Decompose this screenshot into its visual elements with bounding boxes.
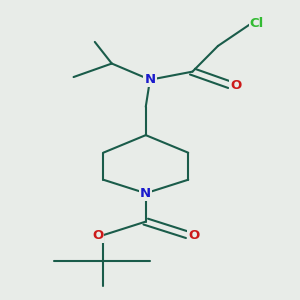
Text: N: N [144,73,156,86]
Text: Cl: Cl [250,16,264,29]
Text: O: O [188,229,200,242]
Text: O: O [92,229,103,242]
Text: N: N [140,187,151,200]
Text: O: O [230,79,242,92]
